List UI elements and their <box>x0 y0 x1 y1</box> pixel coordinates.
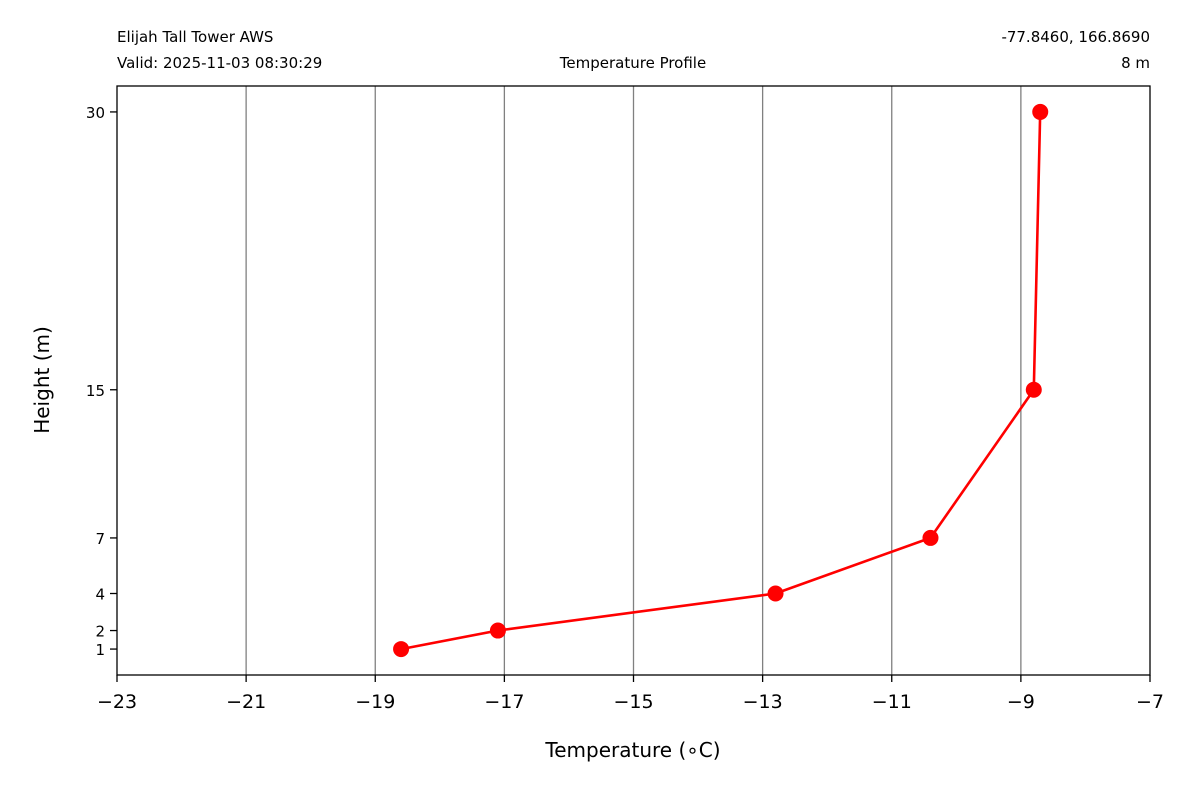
series-temperature <box>393 103 1049 658</box>
x-tick-label: −15 <box>613 691 653 713</box>
station-coordinates: -77.8460, 166.8690 <box>1001 28 1150 46</box>
y-tick-label: 30 <box>86 104 105 122</box>
x-tick-label: −7 <box>1136 691 1164 713</box>
y-tick-label: 7 <box>95 530 105 548</box>
station-elevation: 8 m <box>1121 54 1150 72</box>
data-point <box>1032 103 1049 120</box>
chart-title: Temperature Profile <box>559 54 706 72</box>
x-tick-label: −23 <box>97 691 137 713</box>
series-line <box>400 111 1042 651</box>
x-tick-label: −11 <box>872 691 912 713</box>
y-tick-label: 1 <box>95 641 105 659</box>
grid-lines <box>245 86 1022 675</box>
x-tick-label: −13 <box>743 691 783 713</box>
y-tick-label: 2 <box>95 623 105 641</box>
y-tick-label: 15 <box>86 382 105 400</box>
y-axis-ticks: 12 4 7 15 30 <box>86 104 117 659</box>
x-tick-label: −17 <box>484 691 524 713</box>
station-name: Elijah Tall Tower AWS <box>117 28 273 46</box>
x-tick-label: −19 <box>355 691 395 713</box>
x-axis-ticks: −23 −21 −19 −17 −15 −13 −11 −9 −7 <box>97 675 1164 713</box>
x-tick-label: −9 <box>1007 691 1035 713</box>
data-point <box>922 529 939 546</box>
data-point <box>489 622 506 639</box>
y-tick-label: 4 <box>95 586 105 604</box>
data-point <box>767 585 784 602</box>
data-point <box>1025 381 1042 398</box>
data-point <box>393 641 410 658</box>
y-axis-label: Height (m) <box>30 326 54 434</box>
x-tick-label: −21 <box>226 691 266 713</box>
valid-time: Valid: 2025-11-03 08:30:29 <box>117 54 322 72</box>
x-axis-label: Temperature (∘C) <box>544 738 720 762</box>
